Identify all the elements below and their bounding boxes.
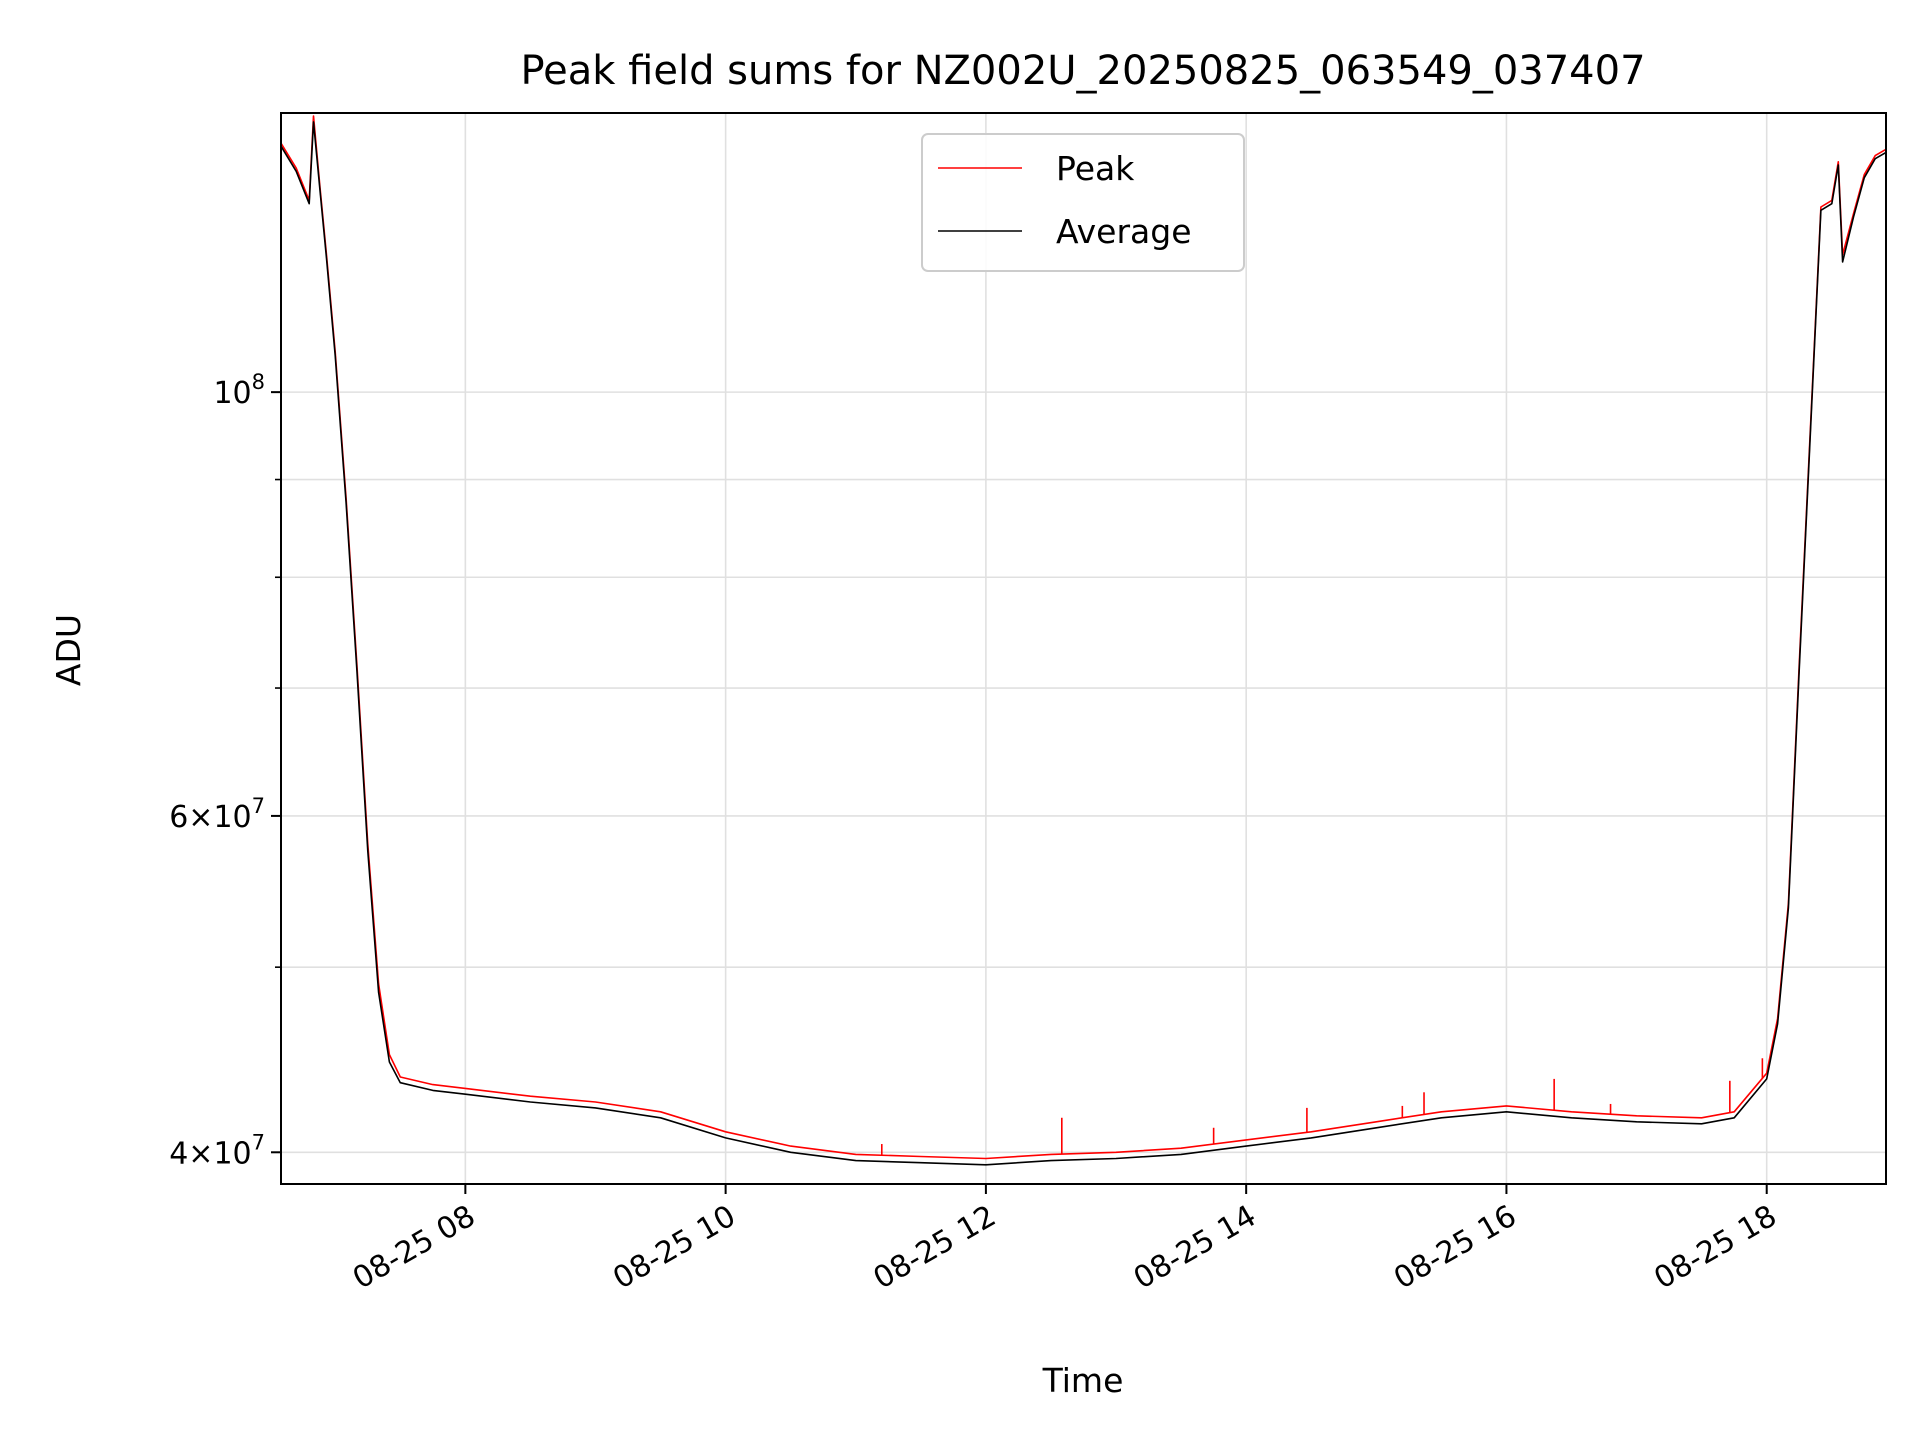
y-axis: 4×107 6×107 108 (169, 370, 281, 1171)
legend-average-label: Average (1056, 212, 1192, 251)
legend: Peak Average (921, 133, 1245, 272)
plot-frame (280, 112, 1887, 1185)
x-axis-title: Time (1042, 1361, 1124, 1400)
legend-peak-label: Peak (1056, 149, 1135, 188)
y-tick-label: 4×107 (169, 1130, 265, 1171)
series-layer (281, 115, 1886, 1166)
grid (281, 113, 1886, 1184)
y-tick-label: 6×107 (169, 794, 265, 835)
chart-title: Peak field sums for NZ002U_20250825_0635… (520, 48, 1645, 94)
y-tick-label: 108 (213, 370, 265, 411)
y-axis-title: ADU (49, 614, 88, 686)
series-line-average (281, 121, 1886, 1166)
